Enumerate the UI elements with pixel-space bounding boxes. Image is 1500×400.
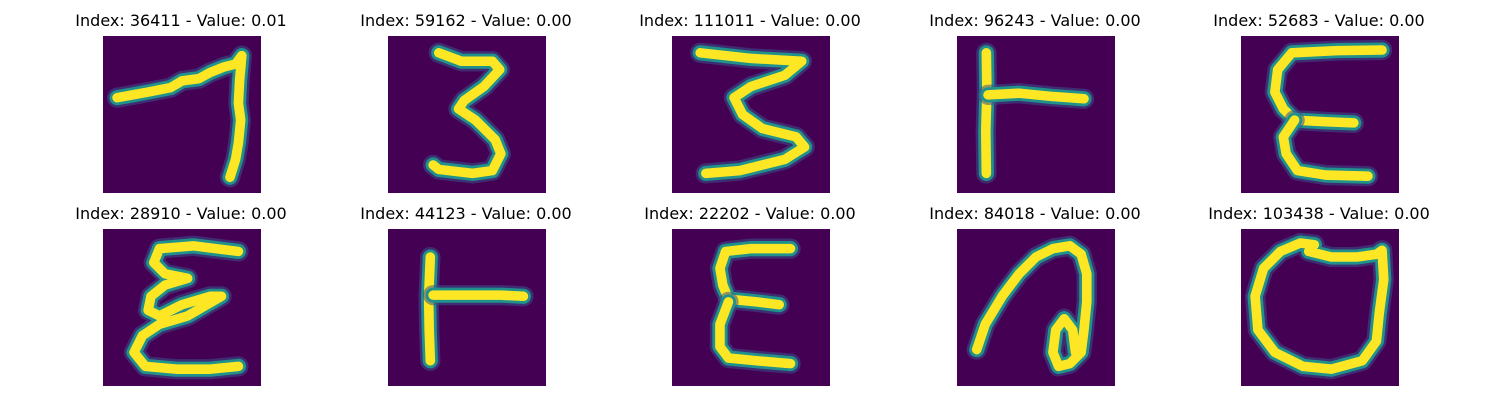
digit-image xyxy=(672,36,830,193)
panel-7: Index: 44123 - Value: 0.00 xyxy=(351,203,581,388)
digit-image xyxy=(672,229,830,386)
digit-image xyxy=(103,36,261,193)
panel-10: Index: 103438 - Value: 0.00 xyxy=(1204,203,1434,388)
panel-2: Index: 59162 - Value: 0.00 xyxy=(351,10,581,195)
image-background xyxy=(388,229,546,386)
panel-6: Index: 28910 - Value: 0.00 xyxy=(66,203,296,388)
panel-8: Index: 22202 - Value: 0.00 xyxy=(635,203,865,388)
panel-3: Index: 111011 - Value: 0.00 xyxy=(635,10,865,195)
digit-image xyxy=(1241,36,1399,193)
digit-image xyxy=(388,36,546,193)
digit-image xyxy=(388,229,546,386)
panel-1: Index: 36411 - Value: 0.01 xyxy=(66,10,296,195)
digit-image xyxy=(957,229,1115,386)
panel-title: Index: 111011 - Value: 0.00 xyxy=(639,11,861,30)
panel-title: Index: 44123 - Value: 0.00 xyxy=(360,204,572,223)
panel-title: Index: 84018 - Value: 0.00 xyxy=(929,204,1141,223)
panel-title: Index: 103438 - Value: 0.00 xyxy=(1208,204,1430,223)
panel-title: Index: 52683 - Value: 0.00 xyxy=(1213,11,1425,30)
digit-image xyxy=(1241,229,1399,386)
panel-title: Index: 59162 - Value: 0.00 xyxy=(360,11,572,30)
panel-title: Index: 22202 - Value: 0.00 xyxy=(644,204,856,223)
panel-4: Index: 96243 - Value: 0.00 xyxy=(920,10,1150,195)
panel-title: Index: 28910 - Value: 0.00 xyxy=(75,204,287,223)
panel-title: Index: 36411 - Value: 0.01 xyxy=(75,11,287,30)
panel-5: Index: 52683 - Value: 0.00 xyxy=(1204,10,1434,195)
digit-image xyxy=(957,36,1115,193)
panel-title: Index: 96243 - Value: 0.00 xyxy=(929,11,1141,30)
panel-9: Index: 84018 - Value: 0.00 xyxy=(920,203,1150,388)
digit-image xyxy=(103,229,261,386)
